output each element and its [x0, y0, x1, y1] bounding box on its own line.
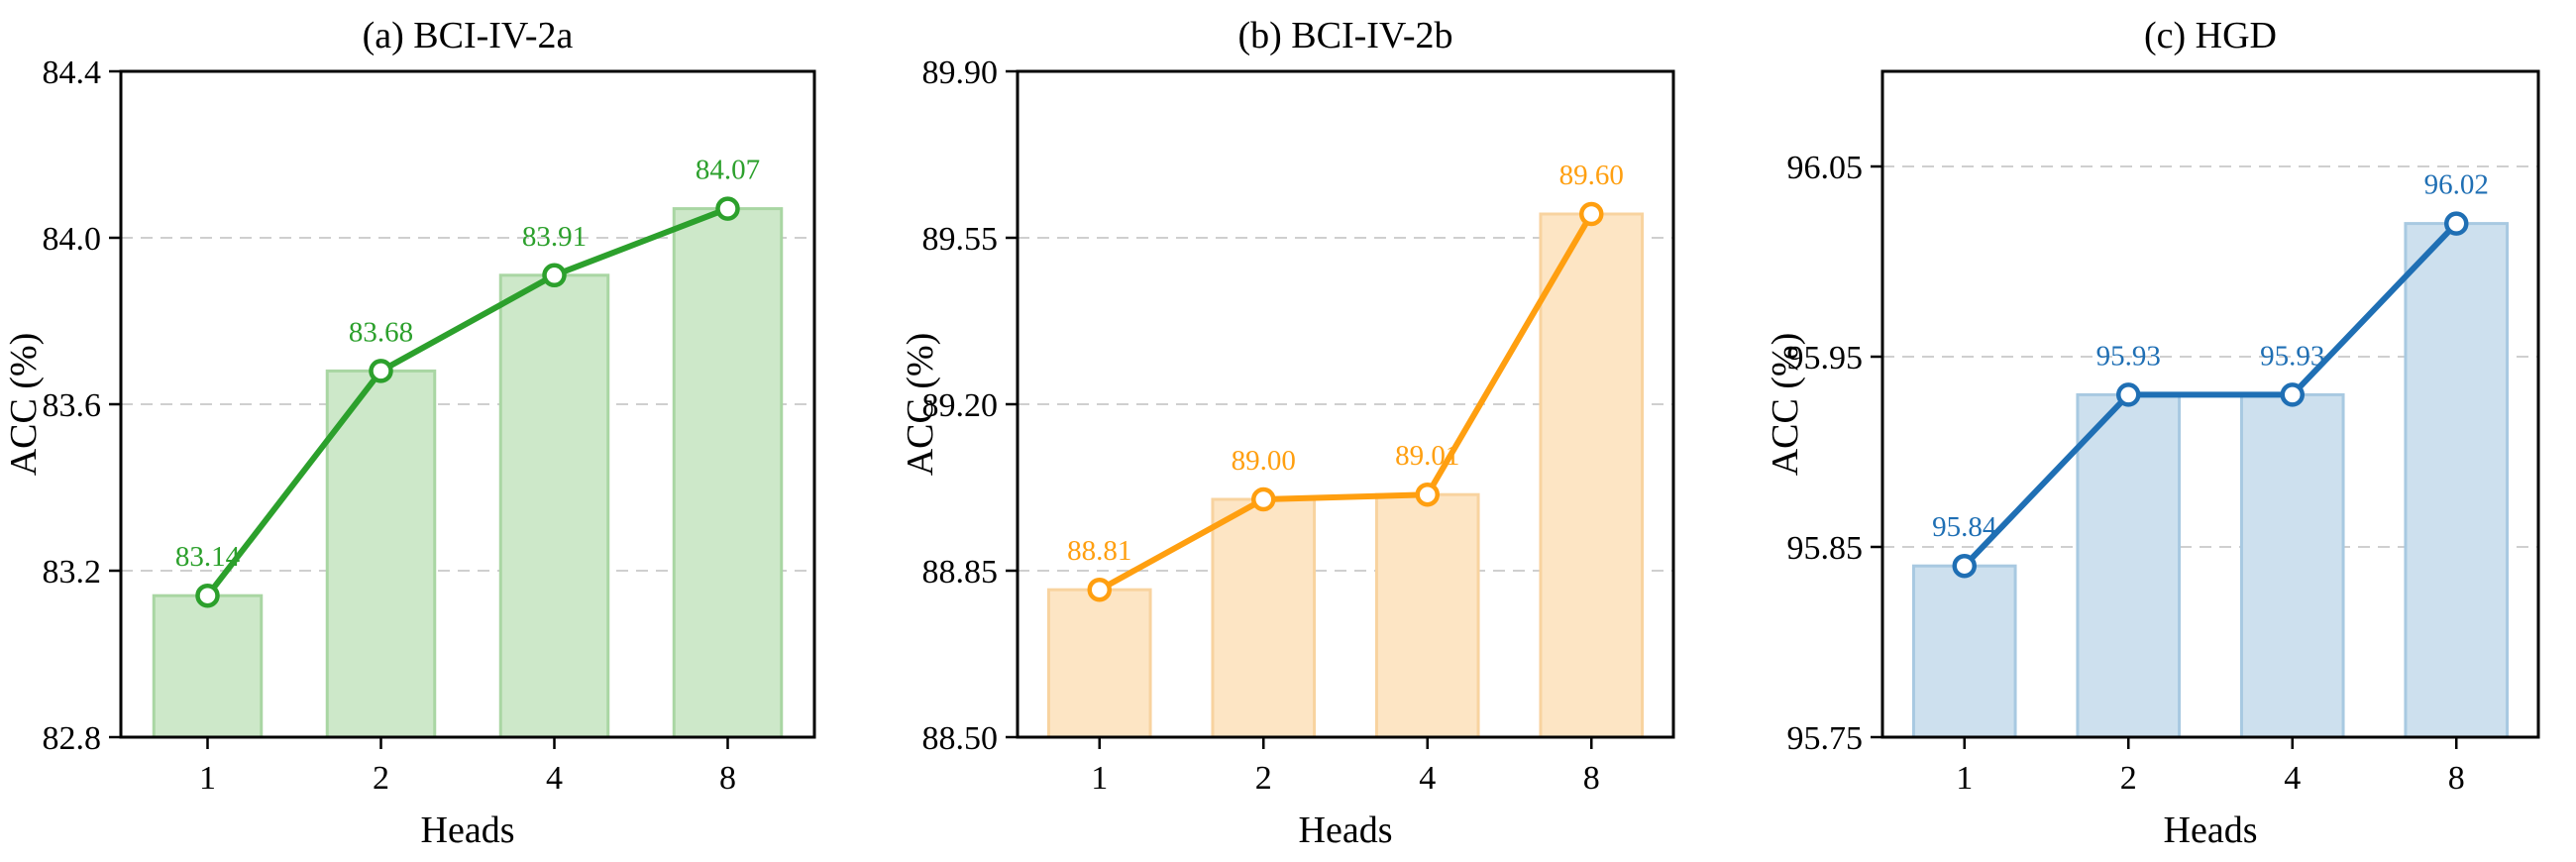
- y-tick-label: 89.90: [922, 54, 999, 91]
- y-tick-label: 83.2: [43, 554, 102, 591]
- y-tick-label: 84.4: [43, 54, 102, 91]
- y-tick-label: 88.50: [922, 720, 999, 757]
- point-marker: [195, 583, 220, 608]
- point-marker: [2116, 382, 2141, 407]
- data-label: 84.07: [696, 155, 760, 186]
- point-marker: [2444, 211, 2469, 236]
- x-tick-label: 4: [546, 760, 563, 797]
- point-marker: [715, 196, 740, 221]
- point-marker: [1251, 486, 1276, 512]
- data-label: 83.14: [175, 541, 241, 573]
- data-label: 89.00: [1232, 445, 1296, 477]
- bar: [1911, 564, 2017, 739]
- x-tick-label: 1: [199, 760, 216, 797]
- chart-panel-1: 83.14 83.68 83.91 84.07 82.8 83.2 83.6 84.0 84.4…: [3, 15, 816, 851]
- y-tick-label: 95.75: [1787, 720, 1864, 757]
- plot-frame: [1880, 69, 2540, 739]
- x-tick-label: 2: [2120, 760, 2137, 797]
- series-line: [205, 205, 729, 598]
- data-label: 89.60: [1559, 160, 1624, 191]
- data-label: 88.81: [1067, 535, 1131, 567]
- point-marker: [1579, 201, 1604, 227]
- x-axis-label: Heads: [1299, 809, 1393, 851]
- data-label: 95.93: [2260, 340, 2324, 372]
- chart-panel-2: 88.81 89.00 89.01 89.60 88.50 88.85 89.20 89.55…: [900, 15, 1675, 851]
- bar: [672, 207, 784, 739]
- series-line: [1962, 221, 2459, 569]
- x-tick-label: 1: [1956, 760, 1973, 797]
- y-axis-label: ACC (%): [3, 333, 45, 477]
- x-tick-label: 4: [1419, 760, 1436, 797]
- y-tick-label: 84.0: [43, 221, 102, 258]
- point-marker: [2280, 382, 2305, 407]
- point-marker: [542, 263, 567, 288]
- y-tick-label: 95.85: [1787, 530, 1864, 567]
- data-label: 89.01: [1395, 440, 1459, 472]
- data-label: 96.02: [2424, 169, 2489, 201]
- bar: [2076, 392, 2182, 739]
- point-marker: [1952, 553, 1977, 579]
- bar: [498, 273, 610, 739]
- bar: [325, 369, 437, 739]
- bar: [1211, 497, 1317, 739]
- y-tick-label: 89.20: [922, 387, 999, 424]
- point-marker: [1087, 577, 1112, 602]
- data-label: 83.91: [522, 221, 587, 253]
- chart-panel-3: 95.84 95.93 95.93 96.02 95.75 95.85 95.95 96.05…: [1765, 15, 2540, 851]
- y-tick-label: 89.55: [922, 221, 999, 258]
- y-axis-label: ACC (%): [1765, 333, 1806, 477]
- y-axis-label: ACC (%): [900, 333, 941, 477]
- x-tick-label: 2: [373, 760, 389, 797]
- chart-title: (b) BCI-IV-2b: [1237, 15, 1452, 56]
- bar: [1046, 588, 1152, 739]
- data-label: 83.68: [349, 316, 413, 348]
- x-axis-label: Heads: [421, 809, 515, 851]
- x-tick-label: 4: [2284, 760, 2301, 797]
- x-tick-label: 8: [1583, 760, 1600, 797]
- x-tick-label: 8: [2448, 760, 2465, 797]
- bar: [1374, 492, 1480, 739]
- bar: [152, 593, 264, 739]
- x-tick-label: 8: [719, 760, 736, 797]
- y-tick-label: 96.05: [1787, 150, 1864, 186]
- point-marker: [1415, 482, 1440, 507]
- bar: [1539, 212, 1645, 739]
- data-label: 95.93: [2096, 340, 2161, 372]
- series-line: [1098, 212, 1594, 593]
- x-axis-label: Heads: [2164, 809, 2258, 851]
- bar: [2239, 392, 2345, 739]
- y-tick-label: 88.85: [922, 554, 999, 591]
- chart-title: (c) HGD: [2144, 15, 2277, 56]
- point-marker: [369, 359, 393, 383]
- data-label: 95.84: [1932, 511, 1997, 543]
- x-tick-label: 1: [1091, 760, 1108, 797]
- y-tick-label: 83.6: [43, 387, 102, 424]
- x-tick-label: 2: [1255, 760, 1272, 797]
- y-tick-label: 82.8: [43, 720, 102, 757]
- chart-title: (a) BCI-IV-2a: [363, 15, 574, 56]
- y-tick-label: 95.95: [1787, 340, 1864, 377]
- bar: [2404, 222, 2510, 739]
